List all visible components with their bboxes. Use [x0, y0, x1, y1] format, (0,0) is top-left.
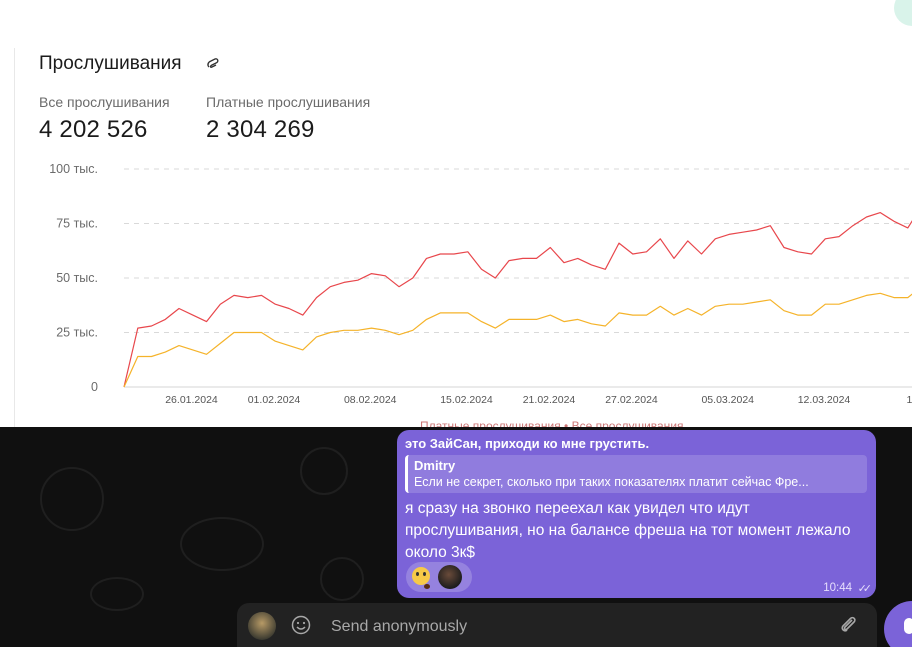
x-tick-label: 12.03.2024	[798, 394, 851, 406]
read-checks-icon: ✓✓	[857, 583, 873, 595]
x-tick-label: 18.03	[907, 394, 912, 406]
chat-area: это ЗайСан, приходи ко мне грустить. Dmi…	[0, 427, 912, 647]
x-tick-label: 21.02.2024	[523, 394, 576, 406]
x-tick-label: 05.03.2024	[701, 394, 754, 406]
background-doodle	[320, 557, 364, 601]
page-title: Прослушивания	[39, 53, 182, 74]
all-listens-label: Все прослушивания	[39, 94, 170, 110]
all-listens-value: 4 202 526	[39, 116, 148, 143]
reply-text: Если не секрет, сколько при таких показа…	[414, 475, 809, 489]
profile-avatar[interactable]	[894, 0, 912, 26]
reply-author: Dmitry	[414, 458, 456, 473]
background-doodle	[180, 517, 264, 571]
message-header: это ЗайСан, приходи ко мне грустить.	[405, 436, 650, 451]
x-tick-label: 27.02.2024	[605, 394, 658, 406]
panel-divider	[14, 48, 15, 427]
reply-quote[interactable]: Dmitry Если не секрет, сколько при таких…	[405, 455, 867, 493]
message-time: 10:44	[823, 582, 852, 594]
message-input-bar: Send anonymously	[237, 603, 877, 647]
paperclip-icon[interactable]	[837, 614, 859, 636]
emoji-icon[interactable]	[291, 615, 311, 635]
all-listens-line	[123, 211, 912, 388]
microphone-button[interactable]	[884, 601, 912, 647]
sender-avatar[interactable]	[248, 612, 276, 640]
y-tick-label: 0	[91, 380, 98, 394]
x-tick-label: 15.02.2024	[440, 394, 493, 406]
x-tick-label: 26.01.2024	[165, 394, 218, 406]
y-tick-label: 50 тыс.	[56, 271, 98, 285]
listens-chart: 100 тыс. 75 тыс. 50 тыс. 25 тыс. 0 26.01.2024…	[49, 162, 912, 406]
x-tick-label: 01.02.2024	[248, 394, 301, 406]
paid-listens-value: 2 304 269	[206, 116, 315, 143]
chart-legend: Платные прослушивания • Все прослушивани…	[420, 419, 684, 427]
background-doodle	[40, 467, 104, 531]
y-tick-label: 100 тыс.	[49, 162, 98, 176]
background-doodle	[300, 447, 348, 495]
reactor-avatar	[438, 565, 462, 589]
paid-listens-label: Платные прослушивания	[206, 94, 371, 110]
info-icon[interactable]	[205, 56, 221, 72]
message-input[interactable]: Send anonymously	[331, 618, 468, 635]
shocked-face-icon[interactable]	[412, 567, 430, 589]
paid-listens-line	[123, 292, 912, 388]
reactions[interactable]	[406, 562, 472, 592]
microphone-icon	[904, 618, 912, 634]
message-text: я сразу на звонко переехал как увидел чт…	[405, 500, 851, 561]
y-tick-label: 75 тыс.	[56, 217, 98, 231]
background-doodle	[90, 577, 144, 611]
x-tick-label: 08.02.2024	[344, 394, 397, 406]
stats-panel: Прослушивания Все прослушивания 4 202 52…	[14, 0, 912, 427]
y-tick-label: 25 тыс.	[56, 326, 98, 340]
message-bubble[interactable]: это ЗайСан, приходи ко мне грустить. Dmi…	[397, 430, 876, 598]
